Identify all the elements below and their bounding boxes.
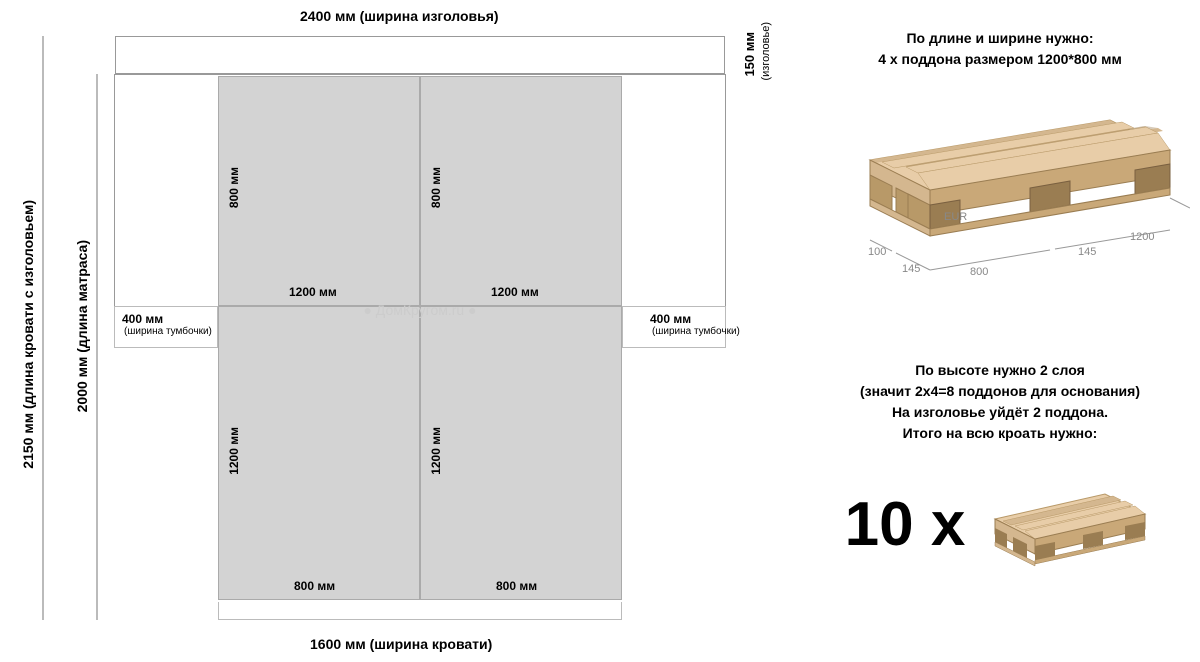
info-title-2: 4 х поддона размером 1200*800 мм (800, 49, 1200, 70)
svg-text:100: 100 (868, 246, 886, 258)
total-row: 10 х (800, 474, 1200, 574)
svg-text:800: 800 (970, 266, 988, 278)
left-inner-label: 2000 мм (длина матраса) (74, 240, 90, 412)
info-line-4: Итого на всю кроать нужно: (800, 423, 1200, 444)
svg-text:145: 145 (902, 263, 920, 275)
pallet-dim-1200: 1200 мм (491, 285, 539, 299)
pallet-small-icon (975, 474, 1155, 574)
svg-text:EUR: EUR (944, 211, 967, 223)
nightstand-right-label: 400 мм (650, 312, 691, 326)
nightstand-right-sub: (ширина тумбочки) (652, 326, 740, 337)
svg-text:1200: 1200 (1130, 231, 1154, 243)
pallet-dim-800: 800 мм (294, 579, 335, 593)
bed-bottom-outline (218, 602, 622, 620)
pallet-bottom-right: 1200 мм 800 мм (420, 306, 622, 600)
guide-line (96, 74, 98, 620)
nightstand-left-sub: (ширина тумбочки) (124, 326, 212, 337)
svg-text:145: 145 (1078, 246, 1096, 258)
diagram-section: 2400 мм (ширина изголовья) 1600 мм (шири… (0, 0, 780, 662)
nightstand-left-label: 400 мм (122, 312, 163, 326)
pallet-top-right: 800 мм 1200 мм (420, 76, 622, 306)
pallet-dim-800: 800 мм (429, 167, 443, 208)
pallet-top-left: 800 мм 1200 мм (218, 76, 420, 306)
pallet-dim-1200: 1200 мм (429, 427, 443, 475)
top-width-label: 2400 мм (ширина изголовья) (300, 8, 499, 24)
headboard-height-label: 150 мм (742, 32, 757, 77)
headboard-sub-label: (изголовье) (760, 22, 772, 81)
guide-line (42, 36, 44, 620)
bottom-width-label: 1600 мм (ширина кровати) (310, 636, 492, 652)
headboard-box (115, 36, 725, 74)
info-title-1: По длине и ширине нужно: (800, 28, 1200, 49)
pallet-dim-1200: 1200 мм (289, 285, 337, 299)
info-section: По длине и ширине нужно: 4 х поддона раз… (800, 0, 1200, 662)
pallet-dim-1200: 1200 мм (227, 427, 241, 475)
info-line-1: По высоте нужно 2 слоя (800, 360, 1200, 381)
pallet-large-icon: EUR 100 145 800 145 1200 (810, 80, 1190, 300)
info-line-3: На изголовье уйдёт 2 поддона. (800, 402, 1200, 423)
pallet-bottom-left: 1200 мм 800 мм (218, 306, 420, 600)
total-count: 10 х (845, 489, 966, 560)
pallet-dim-800: 800 мм (227, 167, 241, 208)
left-outer-label: 2150 мм (длина кровати с изголовьем) (20, 200, 36, 469)
info-line-2: (значит 2х4=8 поддонов для основания) (800, 381, 1200, 402)
pallet-dim-800: 800 мм (496, 579, 537, 593)
